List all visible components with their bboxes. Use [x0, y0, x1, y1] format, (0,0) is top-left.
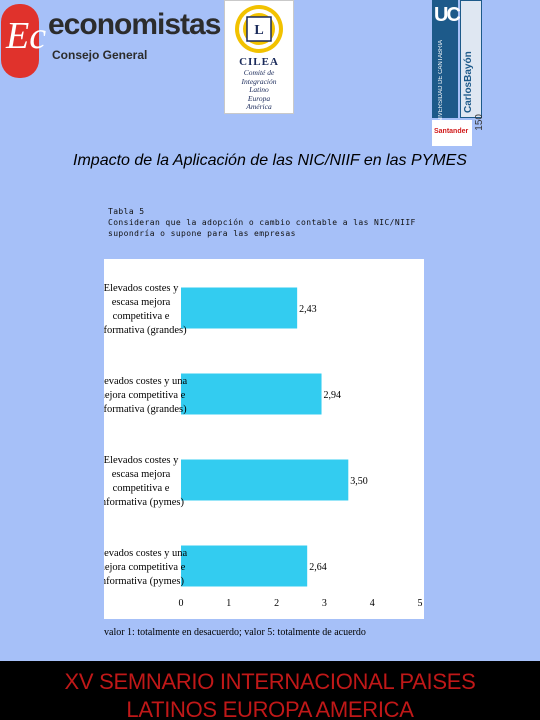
- bar-value-label-1: 2,94: [324, 390, 342, 401]
- x-tick-label-1: 1: [226, 598, 231, 609]
- santander-name: Santander: [434, 128, 469, 135]
- caption-line-2: Consideran que la adopción o cambio cont…: [108, 218, 416, 227]
- uc-side-panel: CarlosBayón: [460, 0, 482, 118]
- category-label-1: Elevados costes y una mejora competitiva …: [104, 376, 188, 415]
- economistas-name: economistas: [48, 8, 221, 41]
- anniversary-text: 150: [474, 114, 485, 131]
- bar-value-label-3: 2,64: [309, 562, 327, 573]
- category-label-2: Elevados costes y escasa mejora competitiv…: [104, 455, 185, 508]
- uc-side-text: CarlosBayón: [463, 51, 474, 113]
- bar-value-label-2: 3,50: [350, 476, 368, 487]
- uc-panel: UC UNIVERSIDAD DE CANTABRIA: [432, 0, 461, 127]
- footer-banner: XV SEMNARIO INTERNACIONAL PAISES LATINOS…: [0, 661, 540, 720]
- bar-0: [181, 287, 298, 329]
- bar-chart-svg: 2,43 Elevados costes y escasa mejora compet…: [104, 283, 423, 609]
- bar-2: [181, 459, 349, 501]
- economistas-sub: Consejo General: [52, 48, 148, 62]
- uc-vertical-text: UNIVERSIDAD DE CANTABRIA: [438, 40, 444, 127]
- bar-3: [181, 545, 308, 587]
- bar-1: [181, 373, 322, 415]
- uc-logo: UC UNIVERSIDAD DE CANTABRIA CarlosBayón: [432, 0, 482, 127]
- economistas-logo: Ec economistas Consejo General: [0, 0, 221, 82]
- table-caption: Tabla 5 Consideran que la adopción o cam…: [108, 206, 416, 239]
- x-tick-label-5: 5: [418, 598, 423, 609]
- category-label-3: Elevados costes y una mejora competitiva …: [104, 548, 188, 587]
- footer-line-2: LATINOS EUROPA AMERICA: [126, 697, 414, 720]
- bar-value-label-0: 2,43: [299, 304, 317, 315]
- uc-letters: UC: [434, 4, 461, 26]
- anniversary-logo: 150: [474, 114, 488, 144]
- bar-chart: 2,43 Elevados costes y escasa mejora compet…: [104, 259, 424, 619]
- caption-line-1: Tabla 5: [108, 207, 145, 216]
- x-tick-label-3: 3: [322, 598, 327, 609]
- cilea-logo: L CILEA Comité de Integración Latino Eur…: [224, 0, 294, 114]
- cilea-emblem-icon: L: [235, 5, 283, 53]
- chart-footnote: valor 1: totalmente en desacuerdo; valor…: [104, 627, 366, 638]
- category-label-0: Elevados costes y escasa mejora competitiv…: [104, 283, 187, 336]
- footer-line-1: XV SEMNARIO INTERNACIONAL PAISES: [64, 669, 476, 694]
- caption-line-3: supondría o supone para las empresas: [108, 229, 296, 238]
- cilea-name: CILEA: [239, 56, 279, 68]
- cilea-text: Comité de Integración Latino Europa Amér…: [241, 68, 277, 111]
- economistas-emblem: [1, 4, 39, 78]
- x-tick-label-2: 2: [274, 598, 279, 609]
- x-tick-label-4: 4: [370, 598, 375, 609]
- santander-logo: Santander: [432, 120, 472, 146]
- slide-title: Impacto de la Aplicación de las NIC/NIIF…: [73, 152, 467, 169]
- x-tick-label-0: 0: [179, 598, 184, 609]
- economistas-mark: Ec: [6, 15, 47, 57]
- svg-text:L: L: [254, 23, 263, 38]
